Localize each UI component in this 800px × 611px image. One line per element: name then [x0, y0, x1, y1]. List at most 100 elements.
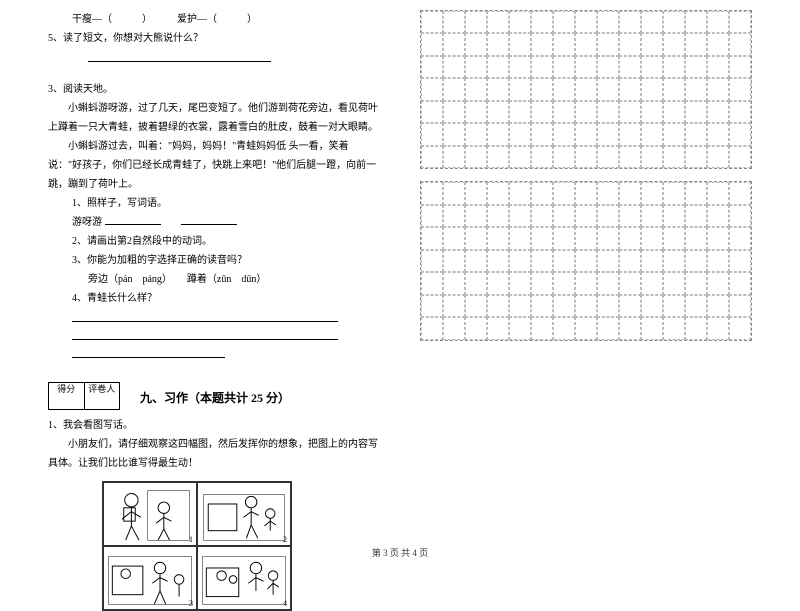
- grid-cell[interactable]: [597, 295, 619, 317]
- grid-cell[interactable]: [531, 123, 553, 145]
- grid-cell[interactable]: [531, 56, 553, 78]
- grid-cell[interactable]: [465, 56, 487, 78]
- grid-cell[interactable]: [443, 272, 465, 294]
- grid-cell[interactable]: [421, 227, 443, 249]
- word-blank-2[interactable]: [181, 215, 237, 225]
- word-blank-1[interactable]: [105, 215, 161, 225]
- grid-cell[interactable]: [729, 56, 751, 78]
- grid-cell[interactable]: [421, 56, 443, 78]
- grid-cell[interactable]: [663, 182, 685, 204]
- grid-cell[interactable]: [575, 11, 597, 33]
- grid-cell[interactable]: [663, 317, 685, 339]
- grid-cell[interactable]: [531, 101, 553, 123]
- grid-cell[interactable]: [685, 272, 707, 294]
- grid-cell[interactable]: [575, 182, 597, 204]
- grid-cell[interactable]: [619, 272, 641, 294]
- grid-cell[interactable]: [509, 11, 531, 33]
- grid-cell[interactable]: [553, 227, 575, 249]
- grid-cell[interactable]: [553, 33, 575, 55]
- grid-cell[interactable]: [641, 182, 663, 204]
- grid-cell[interactable]: [487, 33, 509, 55]
- grid-cell[interactable]: [663, 78, 685, 100]
- grid-cell[interactable]: [597, 33, 619, 55]
- grid-cell[interactable]: [663, 101, 685, 123]
- grid-cell[interactable]: [465, 295, 487, 317]
- grid-cell[interactable]: [487, 146, 509, 168]
- grid-cell[interactable]: [729, 272, 751, 294]
- grid-cell[interactable]: [487, 317, 509, 339]
- grid-cell[interactable]: [575, 101, 597, 123]
- grid-cell[interactable]: [553, 101, 575, 123]
- grid-cell[interactable]: [641, 227, 663, 249]
- grid-cell[interactable]: [421, 78, 443, 100]
- writing-grid-bottom[interactable]: [420, 181, 752, 340]
- grid-cell[interactable]: [685, 227, 707, 249]
- grid-cell[interactable]: [641, 146, 663, 168]
- grid-cell[interactable]: [707, 101, 729, 123]
- grid-cell[interactable]: [487, 78, 509, 100]
- grid-cell[interactable]: [531, 227, 553, 249]
- grid-cell[interactable]: [509, 101, 531, 123]
- grid-cell[interactable]: [619, 33, 641, 55]
- grid-cell[interactable]: [707, 56, 729, 78]
- grid-cell[interactable]: [531, 146, 553, 168]
- grid-cell[interactable]: [663, 205, 685, 227]
- grid-cell[interactable]: [443, 123, 465, 145]
- grid-cell[interactable]: [641, 56, 663, 78]
- score-label-b[interactable]: 评卷人: [85, 383, 120, 409]
- grid-cell[interactable]: [421, 295, 443, 317]
- grid-cell[interactable]: [443, 11, 465, 33]
- grid-cell[interactable]: [619, 101, 641, 123]
- grid-cell[interactable]: [707, 227, 729, 249]
- answer-line-3[interactable]: [72, 344, 225, 358]
- grid-cell[interactable]: [531, 295, 553, 317]
- grid-cell[interactable]: [597, 146, 619, 168]
- grid-cell[interactable]: [465, 101, 487, 123]
- grid-cell[interactable]: [641, 272, 663, 294]
- grid-cell[interactable]: [663, 123, 685, 145]
- grid-cell[interactable]: [553, 272, 575, 294]
- grid-cell[interactable]: [487, 227, 509, 249]
- grid-cell[interactable]: [707, 78, 729, 100]
- grid-cell[interactable]: [443, 78, 465, 100]
- grid-cell[interactable]: [597, 205, 619, 227]
- grid-cell[interactable]: [707, 272, 729, 294]
- grid-cell[interactable]: [509, 123, 531, 145]
- grid-cell[interactable]: [619, 123, 641, 145]
- grid-cell[interactable]: [531, 182, 553, 204]
- grid-cell[interactable]: [421, 272, 443, 294]
- grid-cell[interactable]: [729, 250, 751, 272]
- writing-grid-top[interactable]: [420, 10, 752, 169]
- grid-cell[interactable]: [729, 123, 751, 145]
- grid-cell[interactable]: [729, 227, 751, 249]
- grid-cell[interactable]: [685, 146, 707, 168]
- grid-cell[interactable]: [641, 33, 663, 55]
- grid-cell[interactable]: [597, 182, 619, 204]
- grid-cell[interactable]: [509, 56, 531, 78]
- grid-cell[interactable]: [487, 182, 509, 204]
- grid-cell[interactable]: [509, 227, 531, 249]
- grid-cell[interactable]: [465, 272, 487, 294]
- grid-cell[interactable]: [575, 78, 597, 100]
- grid-cell[interactable]: [575, 123, 597, 145]
- grid-cell[interactable]: [421, 205, 443, 227]
- grid-cell[interactable]: [421, 33, 443, 55]
- grid-cell[interactable]: [663, 56, 685, 78]
- grid-cell[interactable]: [487, 123, 509, 145]
- grid-cell[interactable]: [663, 227, 685, 249]
- grid-cell[interactable]: [487, 250, 509, 272]
- grid-cell[interactable]: [619, 205, 641, 227]
- grid-cell[interactable]: [641, 317, 663, 339]
- grid-cell[interactable]: [443, 182, 465, 204]
- grid-cell[interactable]: [509, 272, 531, 294]
- answer-line-1[interactable]: [72, 308, 338, 322]
- grid-cell[interactable]: [553, 205, 575, 227]
- grid-cell[interactable]: [707, 146, 729, 168]
- grid-cell[interactable]: [729, 205, 751, 227]
- grid-cell[interactable]: [597, 11, 619, 33]
- grid-cell[interactable]: [443, 250, 465, 272]
- grid-cell[interactable]: [685, 78, 707, 100]
- grid-cell[interactable]: [685, 317, 707, 339]
- grid-cell[interactable]: [619, 295, 641, 317]
- grid-cell[interactable]: [685, 205, 707, 227]
